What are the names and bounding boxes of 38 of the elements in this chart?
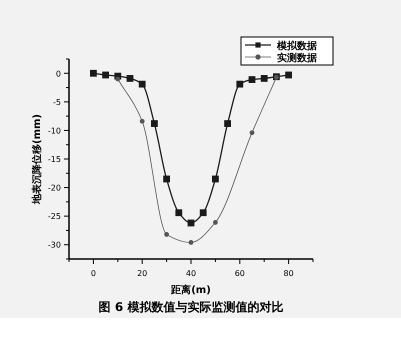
y-tick-label: 0 — [56, 69, 61, 78]
point — [138, 80, 146, 88]
point — [151, 120, 158, 127]
point — [126, 75, 134, 82]
point — [200, 209, 207, 216]
point — [250, 130, 254, 136]
y-tick-label: -10 — [48, 126, 61, 136]
legend-label: 实测数据 — [277, 52, 317, 64]
point — [175, 209, 182, 216]
point — [236, 80, 244, 88]
point — [102, 72, 109, 78]
x-tick-label: 20 — [137, 269, 148, 278]
x-tick-label: 80 — [284, 269, 294, 278]
y-tick-label: -25 — [48, 212, 61, 222]
legend-label: 模拟数据 — [276, 40, 317, 52]
y-axis-title: 地表沉降位移(mm) — [31, 114, 43, 205]
point — [224, 120, 231, 127]
point — [188, 220, 194, 226]
point — [188, 240, 194, 245]
point — [140, 118, 145, 124]
y-tick-label: -20 — [48, 184, 61, 193]
y-tick-label: -30 — [48, 240, 61, 250]
point — [164, 232, 169, 237]
point — [248, 76, 256, 83]
text: 图 6 模拟数值与实际监测值的对比 — [98, 300, 284, 314]
point — [90, 70, 97, 77]
point — [212, 176, 219, 182]
y-tick-label: -15 — [48, 155, 61, 164]
point — [260, 75, 268, 82]
y-tick-label: -5 — [53, 98, 61, 107]
point — [285, 72, 292, 78]
x-tick-label: 40 — [186, 269, 196, 278]
x-tick-label: 0 — [90, 269, 96, 278]
point — [213, 220, 218, 225]
point — [115, 76, 120, 82]
x-axis-title: 距离(m) — [170, 284, 211, 296]
x-tick-label: 60 — [234, 269, 245, 278]
point — [163, 176, 170, 182]
